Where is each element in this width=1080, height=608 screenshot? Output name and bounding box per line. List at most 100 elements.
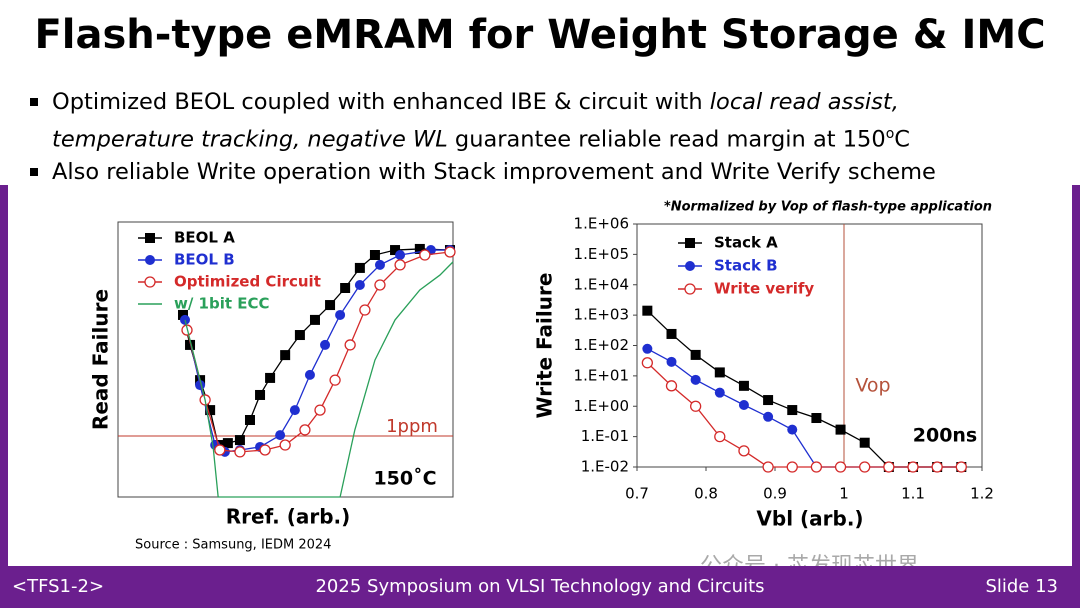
marker — [255, 389, 266, 400]
marker — [222, 438, 233, 449]
annotation: 150˚C — [373, 467, 436, 490]
y-tick-label: 1.E+06 — [574, 215, 629, 233]
y-axis-title: Read Failure — [89, 289, 113, 430]
legend-label: w/ 1bit ECC — [174, 295, 270, 313]
reference-label: 1ppm — [386, 416, 438, 437]
marker — [344, 339, 356, 351]
chart-note: *Normalized by Vop of flash-type applica… — [664, 200, 992, 215]
marker — [714, 367, 725, 378]
marker — [762, 461, 774, 473]
marker — [294, 330, 305, 341]
x-tick-label: 1.1 — [901, 485, 925, 503]
marker — [444, 246, 456, 258]
marker — [419, 249, 431, 261]
y-tick-label: 1.E+03 — [574, 306, 629, 324]
marker — [185, 339, 196, 350]
right-border — [1072, 185, 1080, 566]
y-axis-title: Write Failure — [533, 273, 557, 419]
marker — [299, 424, 311, 436]
legend-label: Optimized Circuit — [174, 273, 321, 291]
marker — [340, 283, 351, 293]
legend-marker — [145, 233, 155, 243]
marker — [320, 339, 331, 350]
slide-title: Flash-type eMRAM for Weight Storage & IM… — [34, 12, 1046, 58]
footer-right: Slide 13 — [985, 576, 1058, 597]
marker — [763, 411, 774, 422]
footer: <TFS1-2> 2025 Symposium on VLSI Technolo… — [0, 566, 1080, 608]
legend-label: Stack B — [714, 257, 778, 275]
marker — [642, 343, 653, 354]
y-tick-label: 1.E-01 — [581, 427, 629, 445]
bullet: Also reliable Write operation with Stack… — [30, 156, 1040, 188]
marker — [395, 250, 406, 260]
marker — [354, 279, 365, 290]
marker — [259, 444, 271, 456]
marker — [738, 380, 749, 391]
x-axis-title: Rref. (arb.) — [226, 505, 351, 529]
marker — [811, 413, 822, 424]
legend-label: Stack A — [714, 234, 778, 252]
marker — [354, 262, 365, 273]
marker — [907, 461, 919, 473]
marker — [374, 259, 385, 270]
legend-marker — [684, 283, 696, 295]
marker — [738, 445, 750, 457]
x-tick-label: 0.8 — [694, 485, 718, 503]
marker — [641, 357, 653, 369]
marker — [690, 400, 702, 412]
legend-label: BEOL A — [174, 229, 235, 247]
marker — [786, 461, 798, 473]
annotation: 200ns — [913, 425, 978, 447]
marker — [214, 444, 226, 456]
marker — [690, 374, 701, 385]
marker — [374, 279, 386, 291]
marker — [205, 405, 216, 416]
bullet-text: temperature tracking, negative WL — [52, 126, 448, 153]
marker — [244, 415, 255, 425]
marker — [279, 439, 291, 451]
legend-marker — [144, 276, 156, 288]
source: Source : Samsung, IEDM 2024 — [135, 538, 331, 553]
x-tick-label: 1 — [839, 485, 849, 503]
y-tick-label: 1.E-02 — [581, 458, 629, 476]
marker — [787, 405, 798, 416]
marker — [325, 300, 336, 311]
legend-marker — [685, 238, 695, 248]
marker — [763, 395, 774, 406]
marker — [304, 369, 315, 380]
left-border — [0, 185, 8, 566]
marker — [177, 309, 188, 320]
marker — [666, 328, 677, 339]
marker — [394, 259, 406, 271]
marker — [834, 461, 847, 473]
marker — [810, 461, 823, 473]
marker — [289, 405, 300, 416]
x-tick-label: 1.2 — [970, 485, 994, 503]
x-tick-label: 0.7 — [625, 485, 649, 503]
x-axis-title: Vbl (arb.) — [756, 507, 863, 531]
legend-marker — [685, 261, 695, 271]
y-tick-label: 1.E+04 — [574, 275, 629, 293]
marker — [787, 424, 798, 435]
marker — [859, 461, 871, 473]
x-tick-label: 0.9 — [763, 485, 787, 503]
bullet: Optimized BEOL coupled with enhanced IBE… — [30, 86, 1040, 156]
marker — [369, 250, 380, 260]
legend-label: Write verify — [714, 280, 814, 298]
marker — [390, 245, 401, 256]
marker — [414, 243, 425, 254]
y-tick-label: 1.E+05 — [574, 245, 629, 263]
bullet-list: Optimized BEOL coupled with enhanced IBE… — [30, 86, 1040, 188]
marker — [642, 305, 653, 316]
marker — [738, 399, 749, 410]
marker — [955, 461, 967, 473]
bullet-text: C — [894, 126, 910, 153]
marker — [280, 350, 291, 361]
marker — [265, 372, 276, 383]
bullet-text: local read assist, — [709, 89, 899, 115]
marker — [666, 356, 677, 367]
marker — [859, 437, 870, 448]
bullet-text: Optimized BEOL coupled with enhanced IBE… — [52, 89, 710, 115]
marker — [234, 446, 246, 458]
